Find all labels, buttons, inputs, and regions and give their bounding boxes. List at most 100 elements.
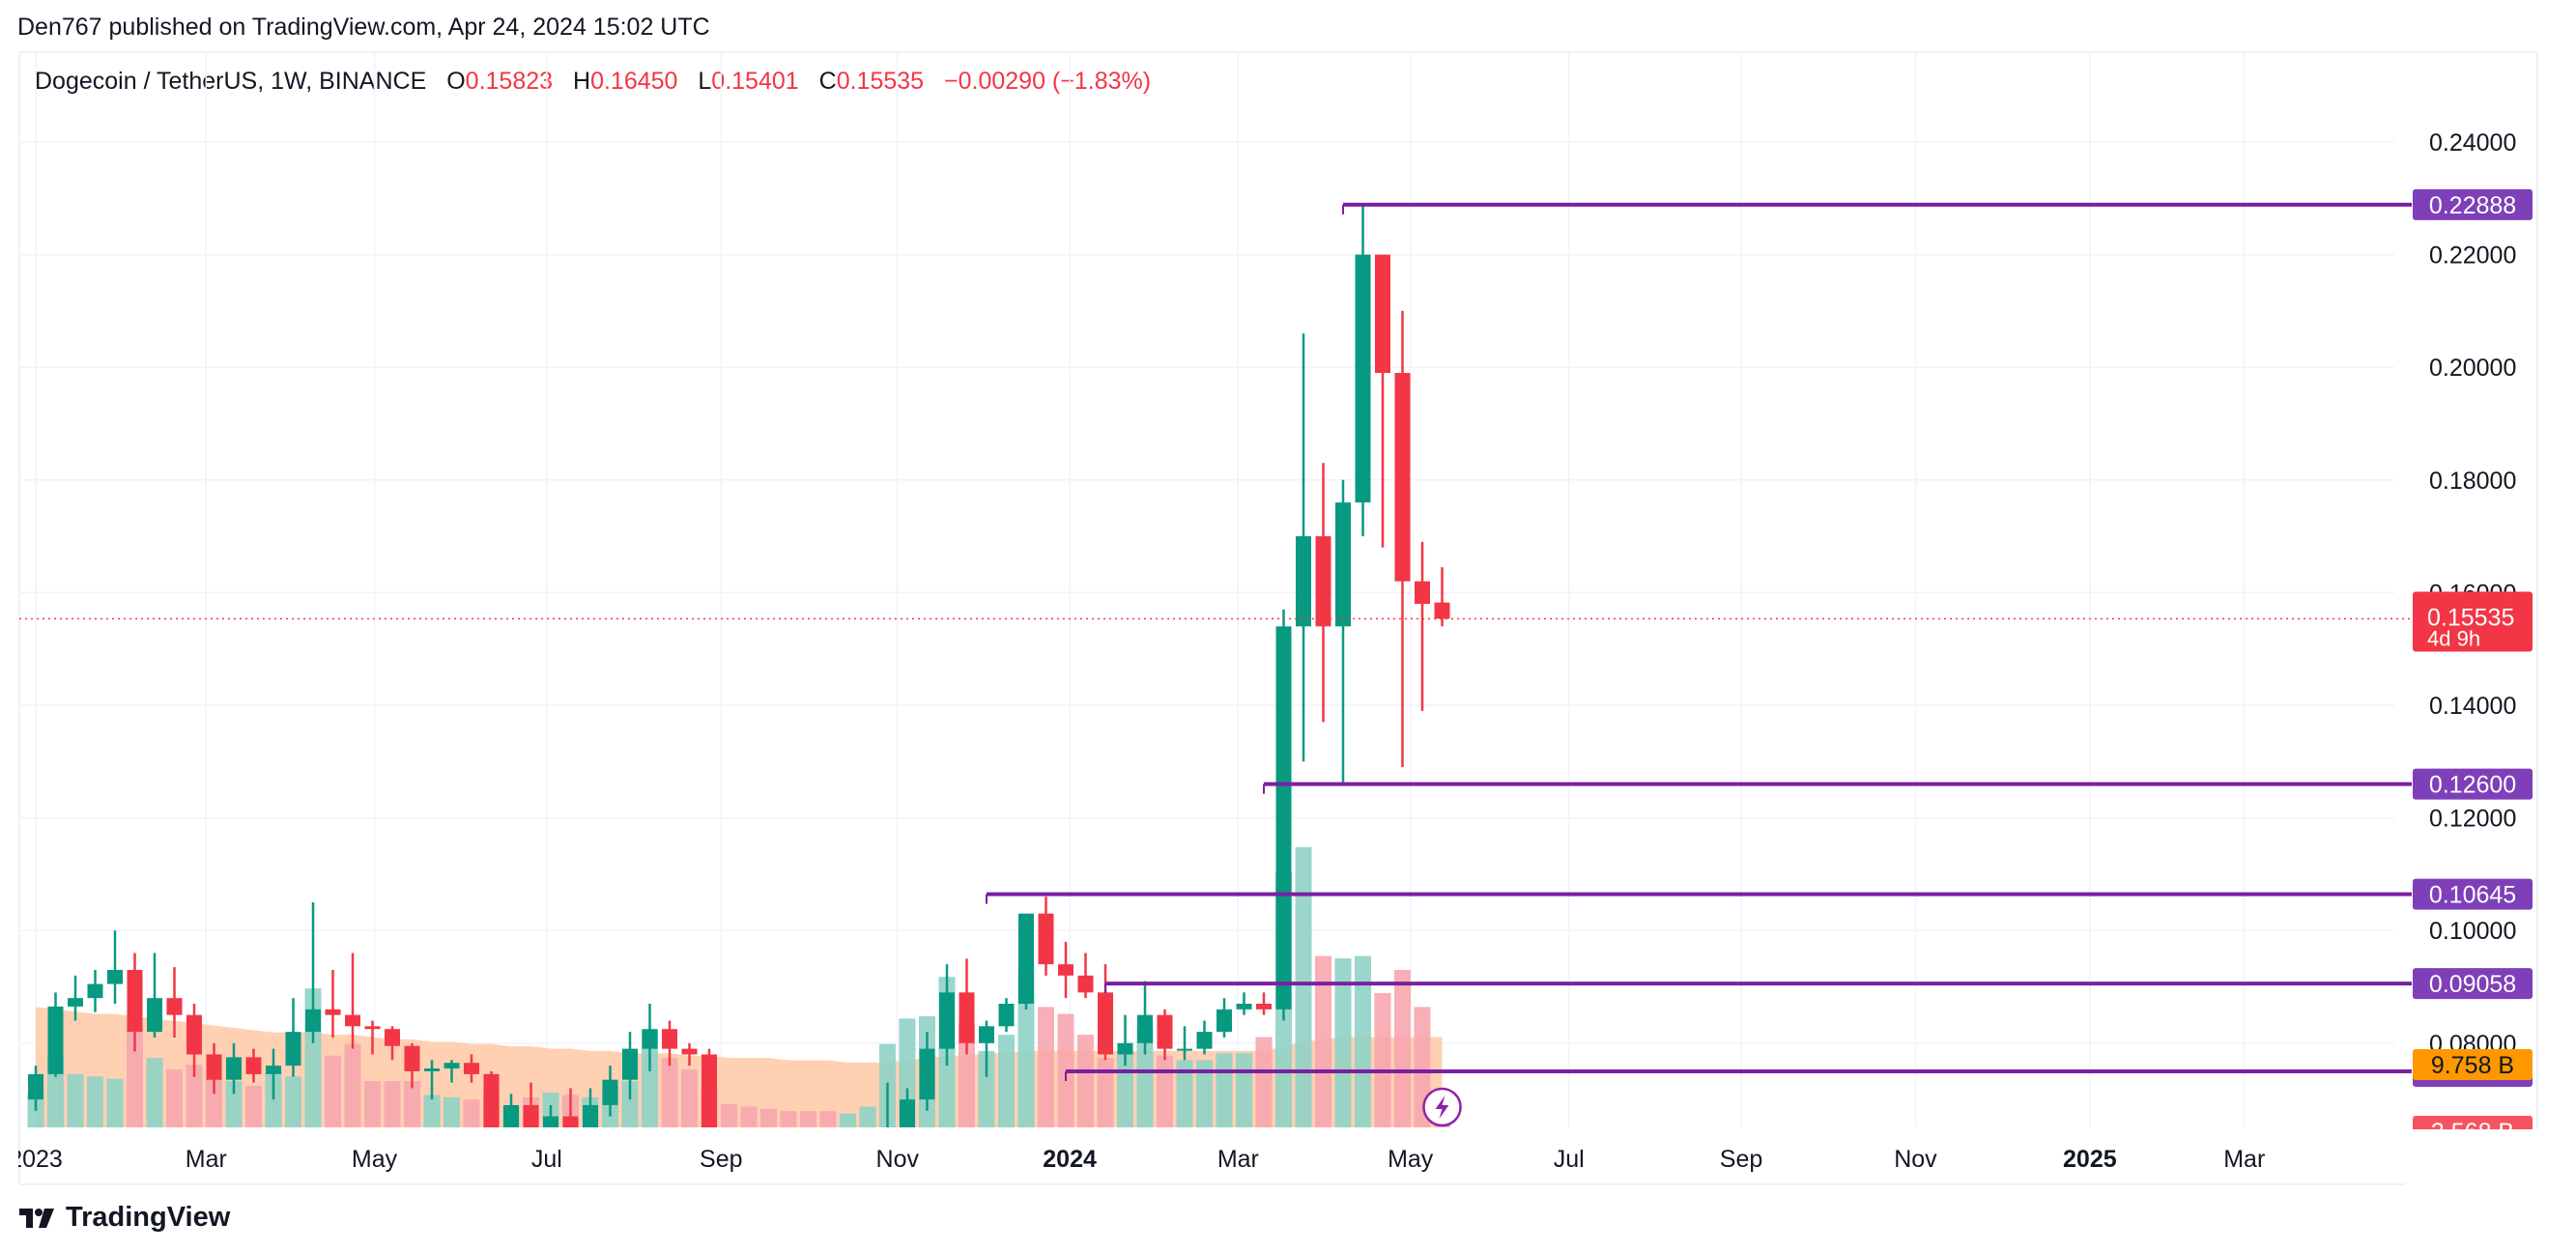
horizontal-levels <box>986 202 2412 1081</box>
candle-body <box>1157 1014 1173 1049</box>
volume-bar <box>186 1065 203 1127</box>
candle <box>464 1054 479 1083</box>
candle-body <box>424 1068 440 1071</box>
candle-body <box>1275 626 1292 1010</box>
volume-bar <box>444 1096 460 1127</box>
time-tick-label: Jul <box>1554 1146 1585 1173</box>
candle-body <box>841 1161 856 1167</box>
candle-body <box>1236 1003 1252 1010</box>
candle <box>1018 913 1034 1010</box>
volume-bar <box>959 1023 975 1127</box>
candle-body <box>127 970 143 1033</box>
candle <box>1315 463 1331 723</box>
volume-bar <box>1136 1025 1154 1127</box>
candle-body <box>385 1029 400 1046</box>
volume-bar <box>1157 1055 1173 1127</box>
time-tick-label: 2024 <box>1043 1146 1097 1173</box>
flash-icon-bolt <box>1435 1096 1449 1119</box>
volume-bar <box>146 1058 163 1127</box>
plot-area <box>27 204 1450 1178</box>
candle-body <box>503 1104 519 1127</box>
candle-body <box>1434 602 1450 619</box>
volume-bar <box>245 1085 262 1127</box>
level-tag-label: 0.22888 <box>2429 192 2516 219</box>
candle <box>68 975 83 1021</box>
candle <box>998 998 1015 1033</box>
volume-bar <box>325 1055 341 1127</box>
candle-body <box>1058 964 1073 976</box>
level-tag-bg <box>2413 768 2533 800</box>
volume-bar <box>1374 992 1391 1127</box>
volume-tag-bg <box>2413 1049 2533 1080</box>
candle <box>444 1060 460 1083</box>
candle-body <box>562 1116 579 1127</box>
candle <box>959 958 975 1055</box>
candle <box>325 970 341 1038</box>
last-price-countdown: 4d 9h <box>2427 627 2480 651</box>
candle <box>285 998 301 1077</box>
volume-bar <box>1355 955 1371 1127</box>
level-tag-bg <box>2413 878 2533 910</box>
candle <box>681 1042 698 1067</box>
volume-bar <box>642 1030 658 1127</box>
candle-body <box>1256 1003 1272 1010</box>
candle-body <box>979 1026 994 1043</box>
candle <box>841 1155 856 1178</box>
high-value: 0.16450 <box>590 68 678 95</box>
candle <box>1355 204 1371 537</box>
candle <box>147 953 162 1038</box>
time-tick-label: 2025 <box>2063 1146 2117 1173</box>
candle-body <box>245 1057 262 1074</box>
candle <box>1434 567 1450 627</box>
tradingview-brand[interactable]: TradingView <box>17 1202 230 1234</box>
close-value: 0.15535 <box>836 68 925 95</box>
candle-body <box>919 1048 935 1100</box>
candle-body <box>801 1158 816 1161</box>
flash-icon[interactable] <box>1422 1087 1462 1127</box>
candle <box>860 1145 875 1167</box>
open-value: 0.15823 <box>465 68 554 95</box>
candle <box>385 1026 400 1061</box>
candle <box>583 1088 598 1127</box>
volume-bar <box>67 1073 84 1127</box>
candle-body <box>602 1079 618 1105</box>
candle <box>28 1066 43 1111</box>
candle-body <box>186 1014 202 1055</box>
volume-bar <box>859 1106 876 1127</box>
candle-body <box>1038 913 1054 965</box>
candle <box>305 902 321 1043</box>
candle <box>1196 1020 1213 1055</box>
time-tick-label: Mar <box>186 1146 227 1173</box>
candle <box>87 970 103 1012</box>
volume-bar <box>1196 1060 1213 1127</box>
volume-bar <box>265 1071 282 1127</box>
candle <box>543 1104 558 1127</box>
candle <box>1137 981 1153 1055</box>
level-tag-bg <box>2413 968 2533 1000</box>
candle-body <box>166 998 183 1015</box>
axis-mask <box>2406 1129 2541 1187</box>
candle <box>1098 964 1113 1061</box>
level-tag: 0.12600 <box>2413 768 2533 800</box>
grid-lines <box>19 52 2394 1127</box>
axis-left-mask <box>0 1140 18 1179</box>
candle-body <box>543 1116 558 1127</box>
candle <box>662 1020 677 1067</box>
volume-bar <box>681 1069 698 1127</box>
volume-bar <box>998 1035 1015 1127</box>
volume-bar <box>800 1111 816 1127</box>
candle <box>820 1155 836 1172</box>
candle <box>801 1152 816 1167</box>
symbol-title[interactable]: Dogecoin / TetherUS, 1W, BINANCE <box>35 68 427 95</box>
volume-bar <box>206 1078 222 1127</box>
candle <box>919 1032 935 1111</box>
candle <box>47 992 64 1077</box>
candle-body <box>1177 1048 1192 1051</box>
candle-body <box>1018 913 1034 1004</box>
candle <box>266 1048 281 1100</box>
candle-body <box>325 1009 341 1015</box>
candle <box>602 1066 618 1117</box>
candle-body <box>939 992 955 1049</box>
candle-body <box>483 1073 500 1127</box>
